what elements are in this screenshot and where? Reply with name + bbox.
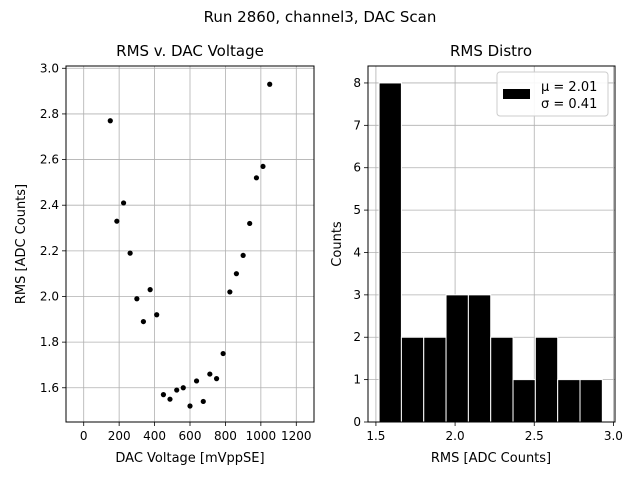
scatter-point	[120, 200, 127, 206]
histogram-bar	[534, 336, 559, 423]
histogram-x-tick-label: 2.5	[525, 429, 544, 443]
scatter-point	[253, 175, 260, 181]
histogram-bar	[557, 379, 581, 423]
histogram-axes-frame	[367, 65, 616, 423]
legend-sigma-label: σ = 0.41	[541, 97, 597, 112]
scatter-point	[134, 296, 140, 302]
histogram-x-tick-label: 3.0	[604, 429, 623, 443]
scatter-y-tick-label: 2.8	[40, 107, 59, 121]
scatter-point	[187, 403, 193, 409]
scatter-x-ticks: 0 200 400 600 800 1000 1200	[80, 422, 312, 443]
scatter-point	[260, 163, 266, 170]
scatter-y-tick-label: 2.6	[40, 153, 59, 167]
legend-box	[496, 71, 609, 117]
histogram-bar	[378, 82, 402, 423]
scatter-panel: RMS v. DAC Voltage 0 200 400 600 800 1000 1200…	[14, 42, 315, 466]
scatter-x-label: DAC Voltage [mVppSE]	[115, 451, 264, 466]
scatter-x-tick-label: 600	[179, 429, 202, 443]
scatter-point	[107, 118, 113, 124]
scatter-y-tick-label: 2.0	[40, 289, 59, 303]
scatter-point	[213, 376, 220, 382]
scatter-point	[240, 252, 246, 259]
histogram-y-ticks: 0 1 2 3 4 5 6 7 8	[353, 76, 368, 429]
scatter-x-tick-label: 1000	[246, 429, 277, 443]
histogram-y-tick-label: 6	[353, 161, 361, 175]
histogram-x-ticks: 1.5 2.0 2.5 3.0	[366, 422, 623, 443]
histogram-bar	[445, 294, 469, 423]
scatter-point	[154, 312, 160, 318]
histogram-x-tick-label: 2.0	[446, 429, 465, 443]
scatter-point	[227, 289, 233, 295]
histogram-panel: RMS Distro 1.5 2.0 2.5 3.0 0 1 2 3 4 5 6 7 8 RMS [A…	[330, 42, 623, 466]
scatter-point	[174, 387, 180, 393]
scatter-y-tick-label: 2.4	[40, 198, 59, 212]
scatter-x-tick-label: 1200	[281, 429, 312, 443]
histogram-bar	[423, 336, 447, 423]
scatter-title: RMS v. DAC Voltage	[116, 42, 264, 60]
histogram-y-tick-label: 0	[353, 415, 361, 429]
scatter-y-ticks: 1.6 1.8 2.0 2.2 2.4 2.6 2.8 3.0	[40, 61, 66, 395]
scatter-point	[127, 250, 133, 256]
scatter-y-tick-label: 2.2	[40, 244, 59, 258]
histogram-y-tick-label: 2	[353, 330, 361, 344]
scatter-y-label: RMS [ADC Counts]	[14, 184, 29, 304]
histogram-title: RMS Distro	[450, 42, 532, 60]
scatter-x-tick-label: 200	[108, 429, 131, 443]
scatter-point	[180, 385, 186, 391]
scatter-point	[207, 371, 213, 377]
scatter-point	[200, 398, 206, 405]
scatter-point	[220, 350, 226, 357]
scatter-x-tick-label: 800	[214, 429, 237, 443]
scatter-y-tick-label: 1.6	[40, 381, 59, 395]
histogram-legend: μ = 2.01 σ = 0.41	[496, 71, 609, 117]
histogram-y-tick-label: 7	[353, 118, 361, 132]
scatter-points	[107, 81, 273, 409]
legend-mu-label: μ = 2.01	[541, 80, 597, 95]
histogram-bar	[490, 336, 514, 423]
figure-suptitle: Run 2860, channel3, DAC Scan	[204, 8, 437, 26]
legend-swatch	[503, 89, 530, 99]
histogram-y-label: Counts	[330, 221, 345, 267]
histogram-y-tick-label: 4	[353, 245, 361, 259]
scatter-point	[160, 392, 167, 398]
scatter-x-tick-label: 0	[80, 429, 88, 443]
histogram-bar	[400, 336, 425, 423]
histogram-y-tick-label: 3	[353, 288, 361, 302]
scatter-x-tick-label: 400	[143, 429, 166, 443]
histogram-bar	[512, 379, 536, 423]
scatter-point	[147, 287, 153, 293]
scatter-point	[114, 218, 120, 224]
histogram-y-tick-label: 8	[353, 76, 361, 90]
scatter-y-tick-label: 3.0	[40, 61, 59, 75]
scatter-point	[233, 271, 240, 277]
scatter-point	[167, 396, 173, 402]
histogram-bar	[467, 294, 492, 423]
histogram-x-label: RMS [ADC Counts]	[431, 451, 551, 466]
histogram-bar	[579, 379, 603, 423]
histogram-y-tick-label: 1	[353, 373, 361, 387]
scatter-point	[193, 378, 200, 384]
scatter-point	[247, 220, 253, 227]
histogram-x-tick-label: 1.5	[366, 429, 385, 443]
histogram-y-tick-label: 5	[353, 203, 361, 217]
scatter-point	[267, 81, 273, 87]
histogram-bars	[378, 82, 603, 423]
scatter-point	[140, 318, 147, 325]
scatter-y-tick-label: 1.8	[40, 335, 59, 349]
scatter-grid	[66, 66, 314, 422]
